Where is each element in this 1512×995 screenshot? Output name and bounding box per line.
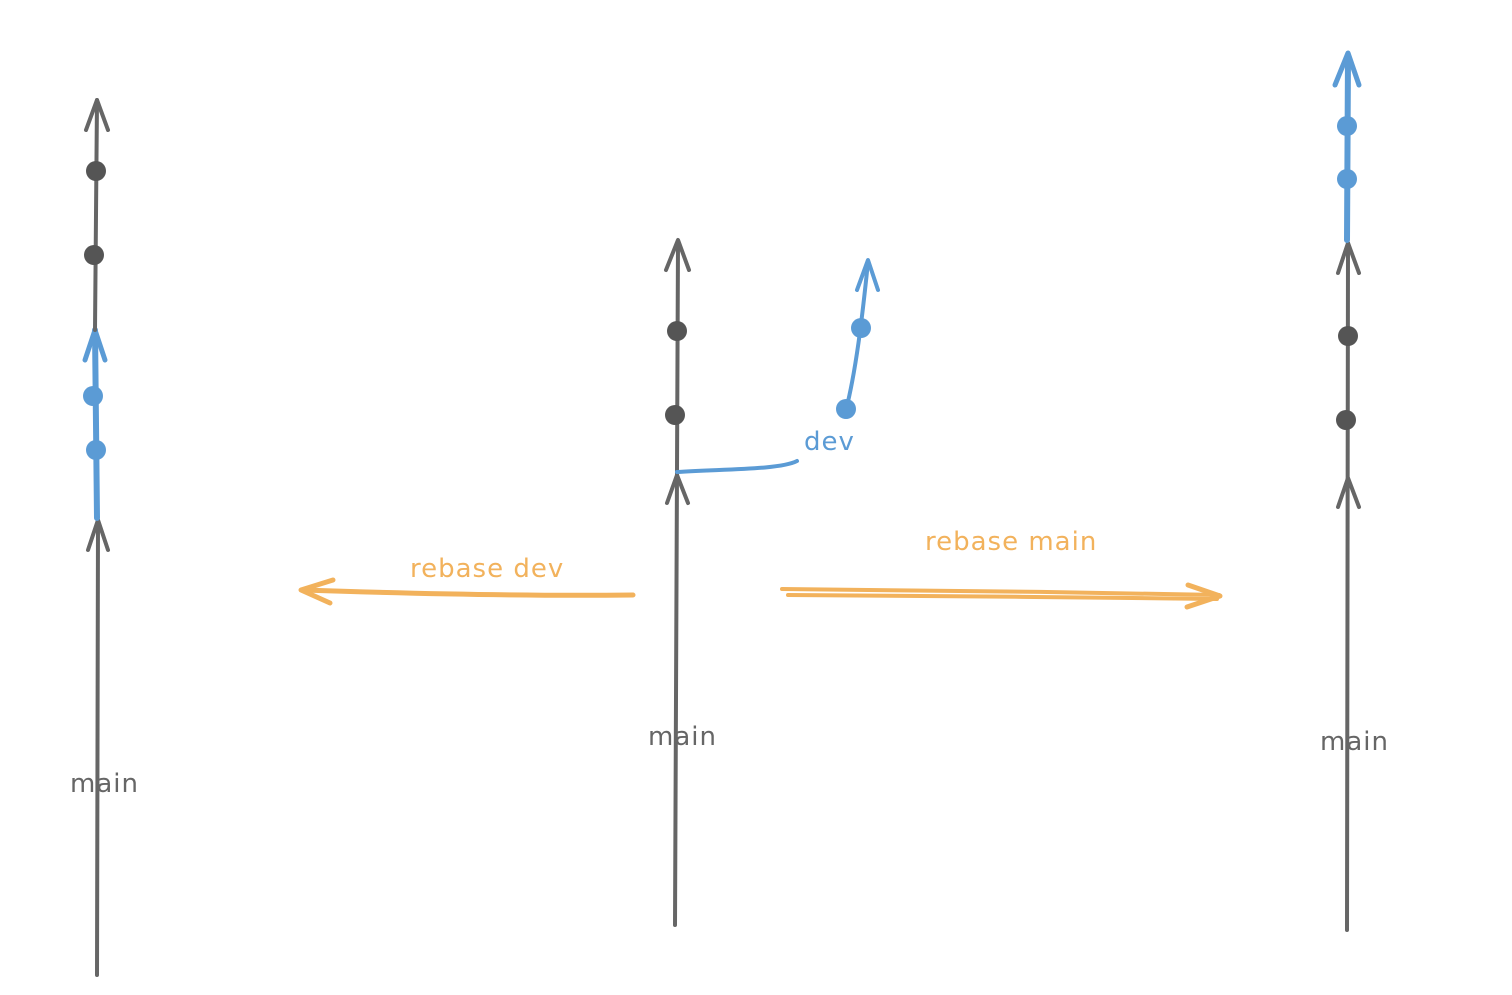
right-dev-commit-2 (1337, 116, 1357, 136)
right-main-commit-2 (1338, 326, 1358, 346)
left-main-arrowhead-top (84, 98, 110, 132)
left-main-commit-2 (86, 161, 106, 181)
rebase-main-arrowhead (1184, 582, 1223, 610)
right-dev-arrowhead (1332, 50, 1362, 88)
left-main-line-upper (93, 98, 99, 332)
middle-dev-commit-2 (851, 318, 871, 338)
right-main-commit-1 (1336, 410, 1356, 430)
right-dev-commit-1 (1337, 169, 1357, 189)
middle-main-label: main (648, 722, 717, 752)
left-main-label: main (70, 769, 139, 799)
middle-main-arrowhead-top (664, 238, 691, 272)
middle-main-commit-1 (665, 405, 685, 425)
left-dev-line (92, 327, 100, 521)
rebase-main-label: rebase main (925, 527, 1097, 557)
right-main-arrowhead-lower (1336, 476, 1361, 509)
middle-dev-line (844, 260, 870, 412)
left-dev-commit-2 (83, 386, 103, 406)
middle-dev-arrowhead (855, 258, 880, 292)
middle-main-line (673, 240, 680, 927)
left-dev-commit-1 (86, 440, 106, 460)
rebase-dev-arrowhead (298, 577, 336, 606)
left-main-commit-1 (84, 245, 104, 265)
rebase-dev-shaft (299, 587, 636, 598)
right-main-line (1345, 241, 1350, 932)
middle-dev-label: dev (804, 427, 855, 457)
middle-main-commit-2 (667, 321, 687, 341)
right-main-arrowhead-upper (1336, 241, 1361, 275)
left-main-line-lower (95, 518, 100, 977)
middle-dev-connector (675, 459, 799, 474)
right-dev-line (1344, 52, 1351, 243)
rebase-dev-arrow: rebase dev (298, 554, 636, 606)
right-graph: main (1320, 50, 1389, 932)
middle-graph: dev main (648, 238, 880, 927)
rebase-main-shaft-2 (786, 593, 1219, 601)
middle-dev-commit-1 (836, 399, 856, 419)
left-graph: main (70, 98, 139, 977)
rebase-main-shaft-1 (780, 587, 1221, 597)
rebase-main-arrow: rebase main (780, 527, 1223, 610)
middle-main-arrowhead-lower (665, 473, 690, 505)
rebase-dev-label: rebase dev (410, 554, 564, 584)
right-main-label: main (1320, 727, 1389, 757)
